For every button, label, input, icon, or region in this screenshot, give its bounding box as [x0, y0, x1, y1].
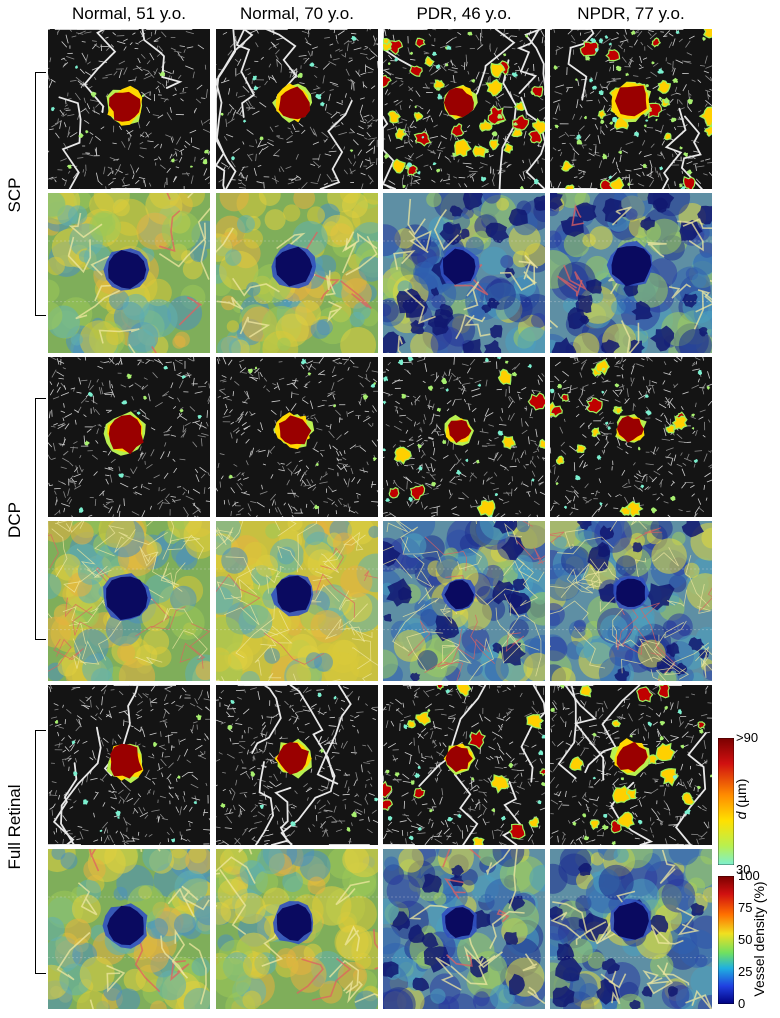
- colorbar-vd-title: Vessel density (%): [751, 881, 767, 997]
- vessel-distance-map-r3-c2: [216, 685, 378, 845]
- bracket-scp: [35, 72, 46, 316]
- colorbar-d: [717, 737, 735, 866]
- colorbar-d-bottom-label: 30: [736, 862, 751, 877]
- colorbar-vd-tick-50: 50: [738, 932, 753, 947]
- vessel-density-map-r2-c1: [48, 521, 210, 681]
- vessel-distance-map-r3-c4: [550, 685, 712, 845]
- colorbar-vd-tick-25: 25: [738, 964, 753, 979]
- vessel-distance-map-r1-c1: [48, 29, 210, 189]
- column-title-4: NPDR, 77 y.o.: [577, 4, 685, 23]
- vessel-distance-map-r2-c1: [48, 357, 210, 517]
- vessel-density-map-r3-c4: [550, 849, 712, 1009]
- vessel-density-map-r1-c1: [48, 193, 210, 353]
- vessel-density-map-r3-c2: [216, 849, 378, 1009]
- column-title-2: Normal, 70 y.o.: [239, 4, 354, 23]
- bracket-full-retinal: [35, 730, 46, 974]
- colorbar-vessel-density: [717, 875, 735, 1005]
- colorbar-d-title-unit: (µm): [733, 778, 749, 812]
- vessel-distance-map-r2-c2: [216, 357, 378, 517]
- vessel-distance-map-r3-c3: [383, 685, 545, 845]
- vessel-density-map-r2-c4: [550, 521, 712, 681]
- row-label-scp: SCP: [5, 177, 24, 213]
- vessel-distance-map-r2-c3: [383, 357, 545, 517]
- colorbar-vd-tick-100: 100: [738, 868, 760, 883]
- row-label-full-retinal: Full Retinal: [5, 784, 24, 870]
- vessel-density-map-r3-c3: [383, 849, 545, 1009]
- vessel-distance-map-r2-c4: [550, 357, 712, 517]
- bracket-dcp: [35, 398, 46, 640]
- vessel-density-map-r1-c2: [216, 193, 378, 353]
- vessel-density-map-r3-c1: [48, 849, 210, 1009]
- colorbar-vd-tick-0: 0: [738, 996, 746, 1011]
- vessel-density-map-r1-c4: [550, 193, 712, 353]
- column-title-3: PDR, 46 y.o.: [416, 4, 512, 23]
- vessel-distance-map-r3-c1: [48, 685, 210, 845]
- colorbar-vd-tick-75: 75: [738, 900, 753, 915]
- vessel-density-map-r1-c3: [383, 193, 545, 353]
- colorbar-d-title-symbol: d: [733, 811, 749, 820]
- row-label-dcp: DCP: [5, 502, 24, 538]
- colorbar-d-top-label: >90: [736, 730, 759, 745]
- vessel-distance-map-r1-c4: [550, 29, 712, 189]
- column-title-1: Normal, 51 y.o.: [71, 4, 186, 23]
- colorbar-d-title: d (µm): [733, 769, 751, 829]
- vessel-distance-map-r1-c3: [383, 29, 545, 189]
- vessel-density-map-r2-c3: [383, 521, 545, 681]
- vessel-distance-map-r1-c2: [216, 29, 378, 189]
- vessel-density-map-r2-c2: [216, 521, 378, 681]
